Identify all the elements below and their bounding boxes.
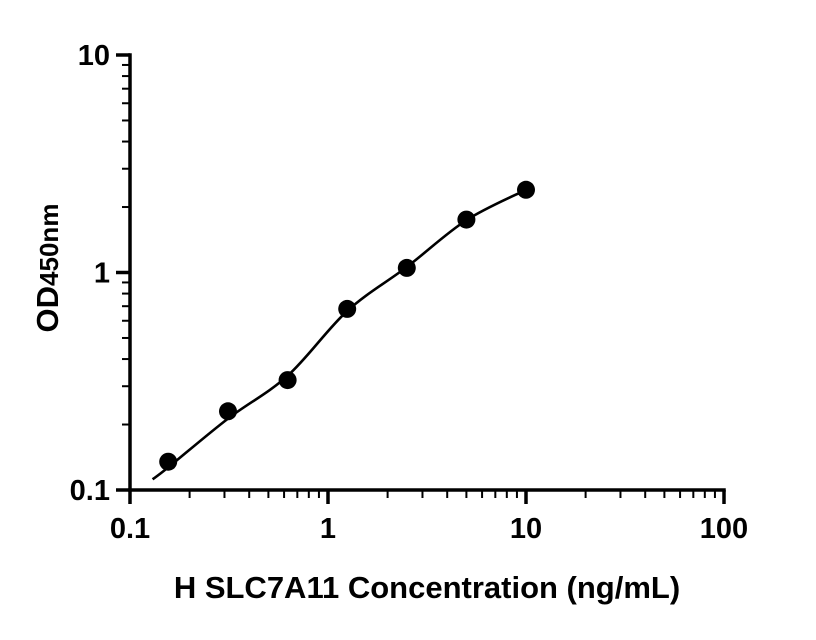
data-point (397, 258, 416, 277)
data-point (219, 402, 237, 421)
x-tick-label: 10 (510, 513, 542, 545)
x-tick-label: 0.1 (110, 513, 150, 545)
y-tick-label: 1 (94, 258, 110, 290)
data-point (457, 210, 476, 229)
x-tick-label: 1 (320, 513, 336, 545)
data-point (338, 299, 357, 318)
x-axis-title: H SLC7A11 Concentration (ng/mL) (173, 570, 681, 605)
y-axis-title-sub: 450nm (34, 203, 64, 286)
y-axis-title: OD450nm (30, 204, 66, 333)
y-axis-title-main: OD (30, 285, 65, 333)
y-tick-label: 10 (78, 40, 110, 72)
data-point (278, 371, 297, 390)
fit-curve (151, 188, 527, 481)
y-tick-label: 0.1 (70, 475, 110, 507)
data-point (517, 180, 535, 199)
data-point (159, 452, 178, 471)
x-tick-label: 100 (700, 513, 748, 545)
